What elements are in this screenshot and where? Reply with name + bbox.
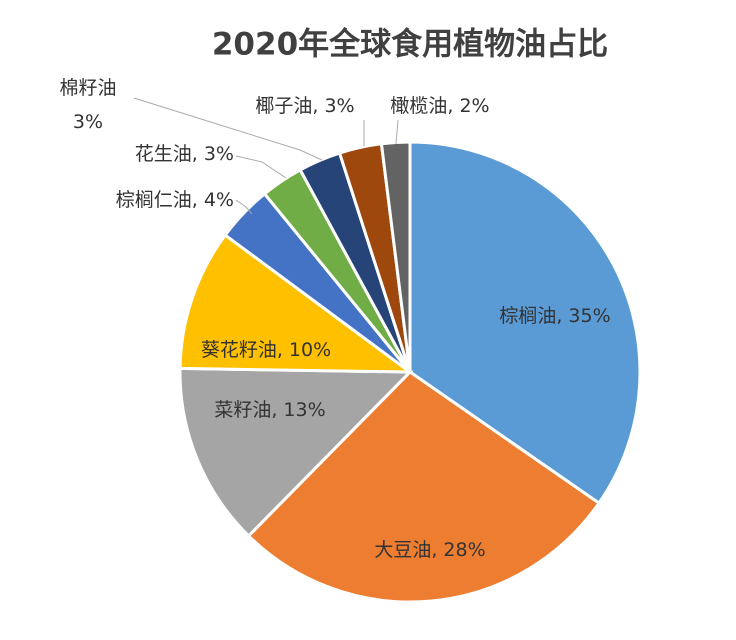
pie-slice	[178, 232, 415, 374]
data-label: 椰子油, 3%	[255, 95, 354, 117]
value-label: , 2%	[447, 95, 489, 117]
data-label: 棉籽油 3%	[59, 77, 116, 133]
data-label: 大豆油, 28%	[374, 539, 485, 561]
category-label: 橄榄油	[390, 95, 447, 117]
leader-line	[395, 119, 399, 145]
category-label: 葵花籽油	[201, 339, 277, 361]
data-label: 橄榄油, 2%	[390, 95, 489, 117]
value-label: , 3%	[192, 143, 234, 165]
data-label: 葵花籽油, 10%	[201, 339, 331, 361]
value-label: , 3%	[312, 95, 354, 117]
value-label: , 35%	[556, 305, 610, 327]
pie-slice	[408, 140, 642, 506]
category-label: 大豆油	[374, 539, 431, 561]
leader-line	[235, 199, 253, 215]
chart-title: 2020年全球食用植物油占比	[212, 27, 608, 63]
value-label: , 4%	[192, 189, 234, 211]
data-label: 棕榈仁油, 4%	[116, 189, 234, 211]
category-label: 花生油	[135, 143, 192, 165]
leader-line	[133, 97, 323, 161]
data-label: 菜籽油, 13%	[214, 399, 325, 421]
category-label: 棉籽油	[59, 77, 116, 99]
pie-slice	[178, 366, 414, 539]
leader-lines	[133, 97, 399, 215]
data-label: 花生油, 3%	[135, 143, 234, 165]
value-label: 3%	[73, 111, 103, 133]
pie-slice	[246, 370, 602, 604]
value-label: , 28%	[431, 539, 485, 561]
value-label: , 10%	[277, 339, 331, 361]
leader-line	[235, 155, 287, 179]
category-label: 椰子油	[255, 95, 312, 117]
category-label: 棕榈仁油	[116, 189, 192, 211]
data-label: 棕榈油, 35%	[499, 305, 610, 327]
value-label: , 13%	[271, 399, 325, 421]
category-label: 菜籽油	[214, 399, 271, 421]
category-label: 棕榈油	[499, 305, 556, 327]
